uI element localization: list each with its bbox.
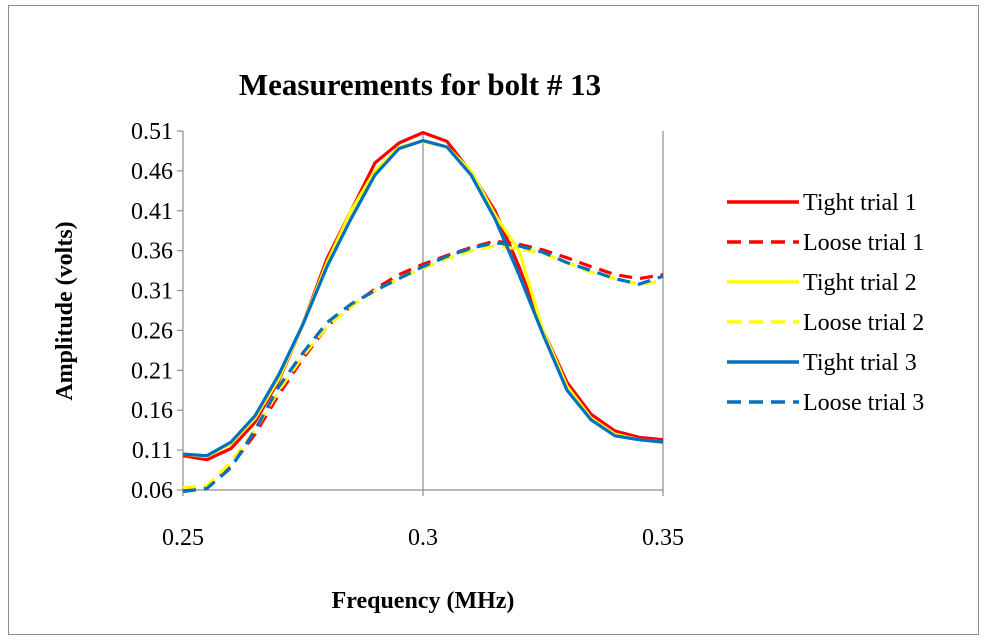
series-line [182, 139, 664, 458]
y-axis-title: Amplitude (volts) [52, 221, 78, 400]
x-tick-label: 0.25 [162, 525, 204, 551]
series-line [182, 241, 664, 494]
y-tick-label: 0.06 [131, 478, 173, 504]
x-tick-labels: 0.25 0.3 0.35 [162, 525, 684, 551]
y-tick-label: 0.26 [131, 318, 173, 344]
chart-frame [8, 5, 979, 635]
y-tick-label: 0.36 [131, 239, 173, 265]
chart-title: Measurements for bolt # 13 [239, 67, 601, 102]
x-axis-title: Frequency (MHz) [332, 588, 515, 614]
y-tick-label: 0.51 [131, 119, 173, 145]
series-line [182, 131, 664, 462]
y-tick-label: 0.46 [131, 159, 173, 185]
y-tick-label: 0.21 [131, 358, 173, 384]
series-line [182, 239, 664, 492]
y-tick-label: 0.41 [131, 199, 173, 225]
series-lines [182, 131, 664, 494]
legend-label: Loose trial 3 [803, 390, 924, 416]
y-tick-label: 0.31 [131, 279, 173, 305]
axes [177, 130, 664, 496]
legend: Tight trial 1 Loose trial 1 Tight trial 2 L… [727, 190, 924, 416]
legend-label: Loose trial 2 [803, 310, 924, 336]
x-tick-label: 0.3 [408, 525, 438, 551]
y-tick-labels: 0.06 0.11 0.16 0.21 0.26 0.31 0.36 0.41 0.46 0.51 [131, 119, 173, 504]
y-tick-label: 0.16 [131, 398, 173, 424]
legend-label: Loose trial 1 [803, 230, 924, 256]
legend-label: Tight trial 3 [803, 350, 917, 376]
y-tick-label: 0.11 [132, 438, 173, 464]
x-tick-label: 0.35 [642, 525, 684, 551]
grid-lines [422, 131, 664, 490]
legend-label: Tight trial 1 [803, 190, 917, 216]
legend-label: Tight trial 2 [803, 270, 917, 296]
